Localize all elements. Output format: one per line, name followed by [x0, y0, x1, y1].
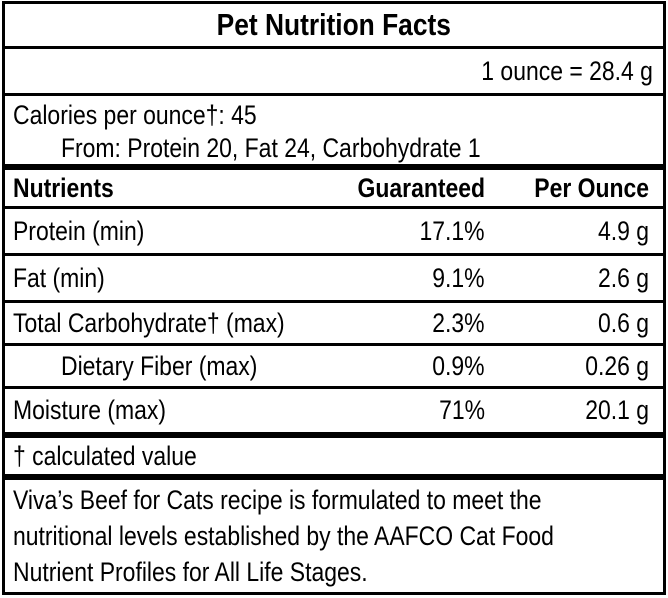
calories-from-line: From: Protein 20, Fat 24, Carbohydrate 1: [61, 133, 481, 163]
nutrient-name-label: Fat (min): [13, 262, 105, 293]
guaranteed-value-label: 0.9%: [432, 350, 485, 381]
statement-line: nutritional levels established by the AA…: [13, 518, 655, 554]
guaranteed-value: 2.3%: [333, 308, 485, 339]
guaranteed-value: 71%: [333, 395, 485, 426]
serving-equivalence-row: 1 ounce = 28.4 g: [5, 49, 663, 96]
footnote-text: † calculated value: [13, 440, 197, 471]
statement-line: Viva’s Beef for Cats recipe is formulate…: [13, 482, 655, 518]
per-ounce-value: 2.6 g: [485, 263, 655, 294]
aafco-statement: Viva’s Beef for Cats recipe is formulate…: [5, 480, 663, 592]
header-guaranteed-label: Guaranteed: [357, 172, 485, 203]
label-title-row: Pet Nutrition Facts: [5, 4, 663, 49]
guaranteed-value-label: 17.1%: [419, 215, 485, 246]
table-row-fat: Fat (min) 9.1% 2.6 g: [5, 256, 663, 303]
per-ounce-value-label: 2.6 g: [597, 262, 649, 293]
table-row-dietary-fiber: Dietary Fiber (max) 0.9% 0.26 g: [5, 346, 663, 389]
header-nutrients: Nutrients: [13, 173, 333, 204]
per-ounce-value: 0.26 g: [485, 351, 655, 382]
guaranteed-value-label: 9.1%: [432, 262, 485, 293]
guaranteed-value: 9.1%: [333, 263, 485, 294]
nutrient-name-label: Protein (min): [13, 215, 145, 246]
header-nutrients-label: Nutrients: [13, 172, 114, 203]
table-header-row: Nutrients Guaranteed Per Ounce: [5, 170, 663, 209]
calories-from-line-wrap: From: Protein 20, Fat 24, Carbohydrate 1: [13, 132, 655, 165]
nutrient-name: Moisture (max): [13, 395, 333, 426]
calories-section: Calories per ounce†: 45 From: Protein 20…: [5, 96, 663, 170]
nutrient-name: Protein (min): [13, 216, 333, 247]
nutrient-name: Dietary Fiber (max): [13, 351, 333, 382]
header-per-ounce: Per Ounce: [485, 173, 655, 204]
per-ounce-value-label: 0.26 g: [585, 350, 649, 381]
table-row-protein: Protein (min) 17.1% 4.9 g: [5, 209, 663, 256]
statement-line-text: Nutrient Profiles for All Life Stages.: [13, 557, 368, 587]
header-per-ounce-label: Per Ounce: [534, 172, 649, 203]
per-ounce-value: 4.9 g: [485, 216, 655, 247]
nutrient-name-label: Total Carbohydrate† (max): [13, 307, 285, 338]
serving-equivalence: 1 ounce = 28.4 g: [481, 55, 653, 86]
statement-line-text: Viva’s Beef for Cats recipe is formulate…: [13, 485, 542, 515]
guaranteed-value-label: 2.3%: [432, 307, 485, 338]
guaranteed-value: 17.1%: [333, 216, 485, 247]
calories-line: Calories per ounce†: 45: [13, 100, 257, 130]
calculated-value-footnote: † calculated value: [5, 438, 663, 480]
table-row-moisture: Moisture (max) 71% 20.1 g: [5, 389, 663, 438]
guaranteed-value-label: 71%: [439, 395, 485, 425]
per-ounce-value-label: 4.9 g: [597, 215, 649, 246]
nutrient-name: Total Carbohydrate† (max): [13, 308, 333, 339]
header-guaranteed: Guaranteed: [333, 173, 485, 204]
label-title: Pet Nutrition Facts: [216, 7, 452, 42]
statement-line: Nutrient Profiles for All Life Stages.: [13, 554, 655, 590]
table-row-total-carbohydrate: Total Carbohydrate† (max) 2.3% 0.6 g: [5, 303, 663, 346]
per-ounce-value-label: 20.1 g: [585, 395, 649, 425]
per-ounce-value: 20.1 g: [485, 395, 655, 426]
nutrient-name-label: Dietary Fiber (max): [61, 350, 258, 381]
per-ounce-value: 0.6 g: [485, 308, 655, 339]
per-ounce-value-label: 0.6 g: [597, 307, 649, 338]
nutrient-name: Fat (min): [13, 263, 333, 294]
statement-line-text: nutritional levels established by the AA…: [13, 521, 554, 551]
calories-line-wrap: Calories per ounce†: 45: [13, 99, 655, 132]
guaranteed-value: 0.9%: [333, 351, 485, 382]
nutrient-name-label: Moisture (max): [13, 395, 167, 425]
